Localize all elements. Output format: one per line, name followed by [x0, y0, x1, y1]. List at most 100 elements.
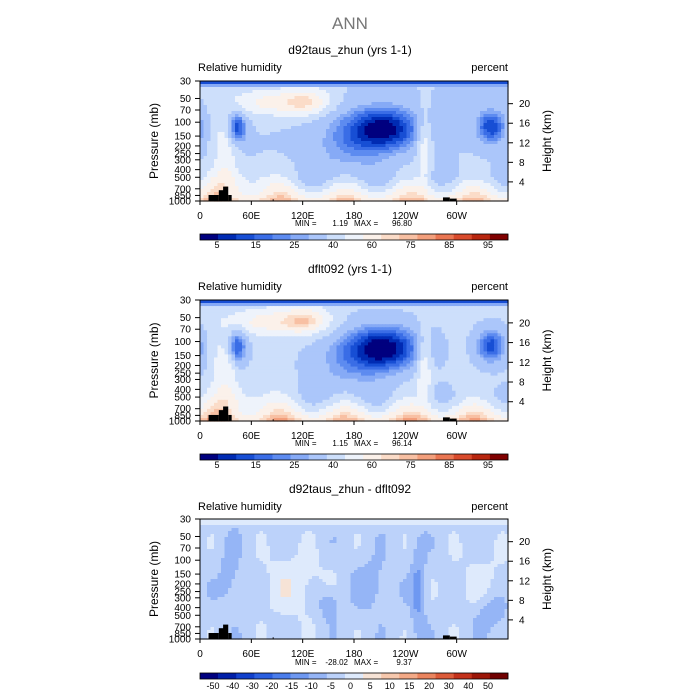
- field-cell: [469, 135, 474, 139]
- field-cell: [273, 102, 278, 106]
- field-cell: [424, 99, 429, 103]
- field-cell: [455, 159, 460, 163]
- field-cell: [343, 186, 348, 190]
- field-cell: [231, 321, 236, 325]
- field-cell: [424, 90, 429, 94]
- field-cell: [462, 192, 467, 196]
- field-cell: [410, 129, 415, 133]
- colorbar-label: 85: [444, 240, 454, 250]
- field-cell: [238, 81, 243, 85]
- field-cell: [333, 165, 338, 169]
- field-cell: [385, 120, 390, 124]
- field-cell: [473, 138, 478, 142]
- field-cell: [221, 153, 226, 157]
- field-cell: [238, 99, 243, 103]
- field-cell: [490, 171, 495, 175]
- field-cell: [322, 90, 327, 94]
- field-cell: [487, 153, 492, 157]
- field-cell: [326, 162, 331, 166]
- field-cell: [238, 93, 243, 97]
- field-cell: [217, 93, 222, 97]
- field-cell: [249, 159, 254, 163]
- field-cell: [424, 171, 429, 175]
- field-cell: [431, 87, 436, 91]
- field-cell: [231, 177, 236, 181]
- field-cell: [263, 300, 268, 304]
- field-cell: [452, 105, 457, 109]
- field-cell: [490, 168, 495, 172]
- field-cell: [277, 309, 282, 313]
- field-cell: [382, 318, 387, 322]
- field-cell: [277, 150, 282, 154]
- field-cell: [329, 84, 334, 88]
- field-cell: [452, 93, 457, 97]
- field-cell: [242, 327, 247, 331]
- field-cell: [231, 117, 236, 121]
- field-cell: [301, 165, 306, 169]
- field-cell: [462, 120, 467, 124]
- field-cell: [501, 108, 506, 112]
- field-cell: [357, 99, 362, 103]
- field-cell: [382, 186, 387, 190]
- field-cell: [452, 324, 457, 328]
- field-cell: [417, 174, 422, 178]
- field-cell: [249, 90, 254, 94]
- field-cell: [347, 303, 352, 307]
- field-cell: [298, 189, 303, 193]
- field-cell: [417, 186, 422, 190]
- field-cell: [392, 84, 397, 88]
- field-cell: [385, 303, 390, 307]
- field-cell: [252, 165, 257, 169]
- field-cell: [483, 90, 488, 94]
- field-cell: [245, 129, 250, 133]
- field-cell: [312, 135, 317, 139]
- field-cell: [368, 303, 373, 307]
- field-cell: [487, 165, 492, 169]
- field-cell: [249, 183, 254, 187]
- field-cell: [357, 186, 362, 190]
- field-cell: [413, 84, 418, 88]
- field-cell: [424, 162, 429, 166]
- field-cell: [210, 192, 215, 196]
- field-cell: [340, 144, 345, 148]
- field-cell: [308, 84, 313, 88]
- field-cell: [266, 192, 271, 196]
- field-cell: [294, 93, 299, 97]
- field-cell: [340, 198, 345, 202]
- field-cell: [420, 132, 425, 136]
- field-cell: [277, 315, 282, 319]
- field-cell: [343, 168, 348, 172]
- field-cell: [207, 165, 212, 169]
- field-cell: [322, 111, 327, 115]
- field-cell: [403, 111, 408, 115]
- field-cell: [252, 315, 257, 319]
- field-cell: [228, 129, 233, 133]
- field-cell: [315, 192, 320, 196]
- field-cell: [466, 114, 471, 118]
- field-cell: [266, 81, 271, 85]
- field-cell: [473, 330, 478, 334]
- field-cell: [494, 93, 499, 97]
- field-cell: [445, 138, 450, 142]
- field-cell: [389, 300, 394, 304]
- field-cell: [462, 126, 467, 130]
- field-cell: [347, 177, 352, 181]
- field-cell: [270, 174, 275, 178]
- field-cell: [438, 309, 443, 313]
- field-cell: [217, 165, 222, 169]
- field-cell: [476, 321, 481, 325]
- field-cell: [497, 183, 502, 187]
- field-cell: [504, 93, 509, 97]
- field-cell: [371, 300, 376, 304]
- field-cell: [266, 309, 271, 313]
- field-cell: [207, 111, 212, 115]
- field-cell: [473, 90, 478, 94]
- field-cell: [322, 324, 327, 328]
- field-cell: [224, 174, 229, 178]
- field-cell: [231, 105, 236, 109]
- field-cell: [340, 150, 345, 154]
- field-cell: [242, 315, 247, 319]
- field-cell: [455, 324, 460, 328]
- field-cell: [476, 90, 481, 94]
- field-cell: [399, 330, 404, 334]
